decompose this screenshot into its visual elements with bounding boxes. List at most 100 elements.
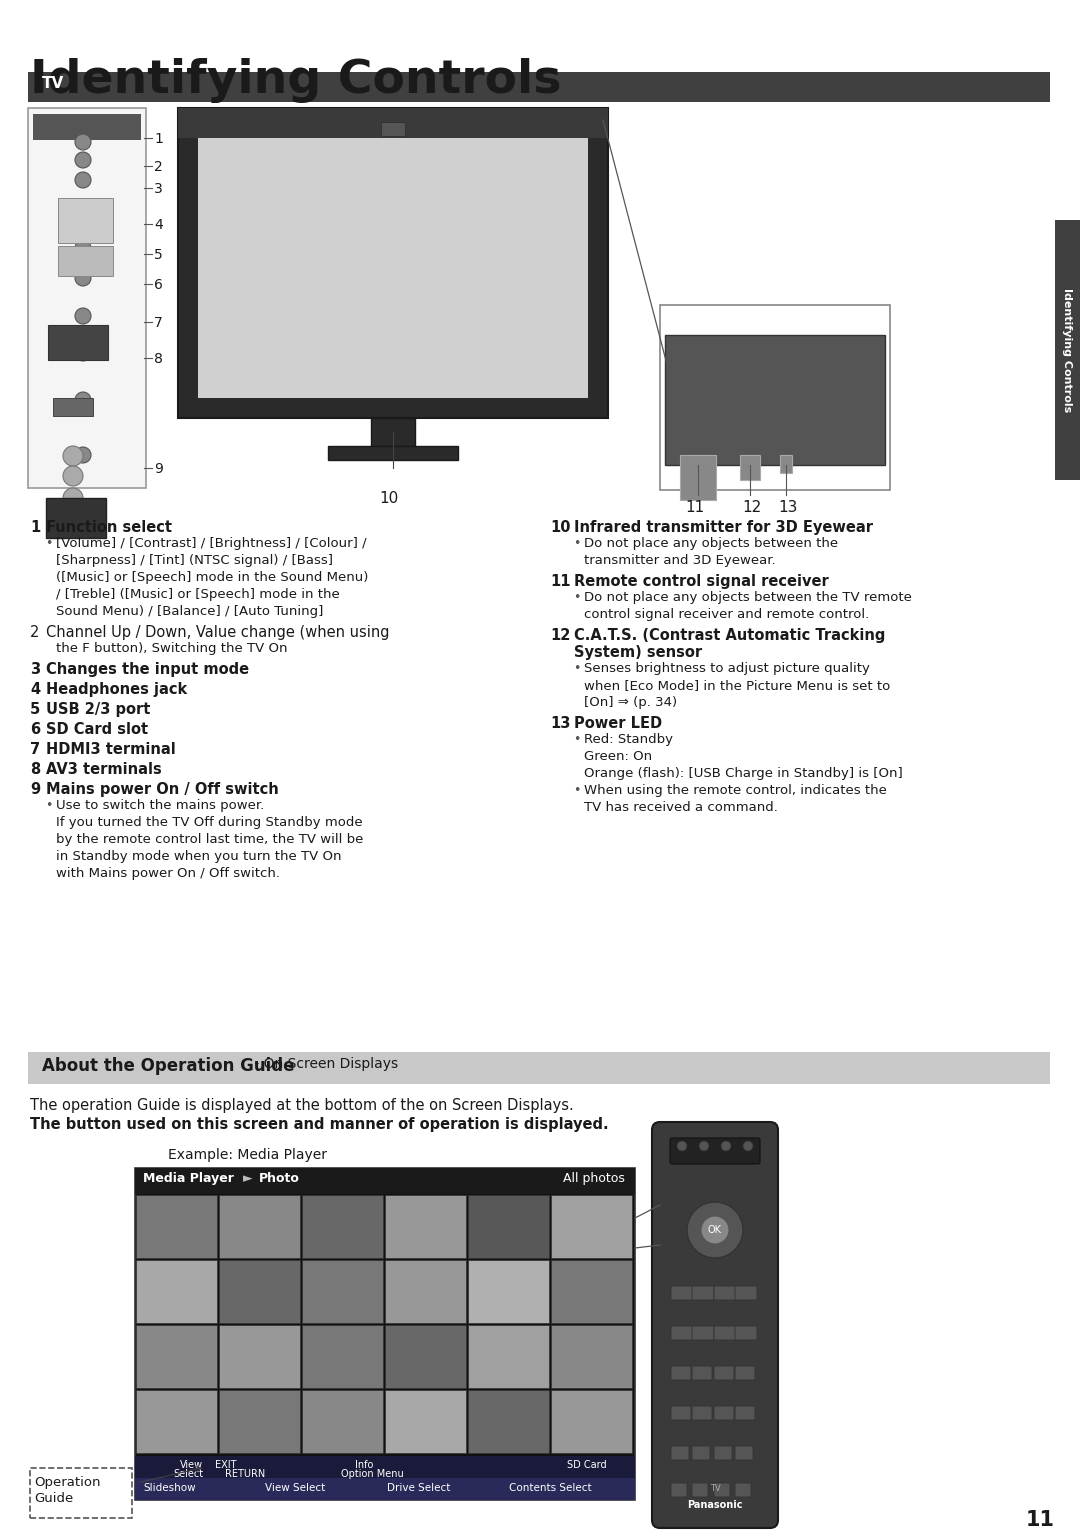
Circle shape (743, 1141, 753, 1151)
Text: Green: On: Green: On (584, 751, 652, 763)
Text: 13: 13 (779, 499, 798, 515)
Text: 11: 11 (1026, 1511, 1054, 1530)
Text: - On Screen Displays: - On Screen Displays (249, 1057, 399, 1071)
FancyBboxPatch shape (714, 1446, 732, 1460)
Text: •: • (573, 784, 580, 797)
FancyBboxPatch shape (714, 1327, 735, 1340)
FancyBboxPatch shape (671, 1483, 687, 1497)
Text: Changes the input mode: Changes the input mode (46, 662, 249, 677)
Bar (551, 1259, 632, 1324)
Text: 6: 6 (30, 722, 40, 737)
Circle shape (75, 241, 91, 256)
Text: Channel Up / Down, Value change (when using: Channel Up / Down, Value change (when us… (46, 625, 390, 640)
Text: All photos: All photos (563, 1172, 625, 1184)
Bar (468, 1195, 549, 1258)
Bar (219, 1259, 300, 1324)
FancyBboxPatch shape (670, 1138, 760, 1164)
Circle shape (75, 392, 91, 408)
Text: Photo: Photo (259, 1172, 300, 1184)
Bar (198, 138, 588, 398)
Text: 8: 8 (30, 761, 40, 777)
FancyBboxPatch shape (714, 1483, 730, 1497)
Bar (302, 1195, 383, 1258)
Bar (219, 1195, 300, 1258)
Circle shape (687, 1203, 743, 1258)
Text: USB 2/3 port: USB 2/3 port (46, 702, 150, 717)
Text: •: • (573, 732, 580, 746)
Bar (660, 305, 890, 490)
Bar (551, 1390, 632, 1452)
Bar (136, 1325, 217, 1388)
Text: Drive Select: Drive Select (387, 1483, 450, 1494)
Text: 7: 7 (154, 316, 163, 329)
Text: when [Eco Mode] in the Picture Menu is set to: when [Eco Mode] in the Picture Menu is s… (584, 679, 890, 692)
Bar (135, 1478, 635, 1500)
Bar (1055, 221, 1080, 480)
Bar (48, 325, 108, 360)
Text: Info: Info (355, 1460, 374, 1471)
Text: If you turned the TV Off during Standby mode: If you turned the TV Off during Standby … (56, 817, 363, 829)
Bar (135, 1167, 635, 1193)
Bar (780, 455, 792, 473)
Bar (33, 113, 141, 139)
Bar (384, 1390, 465, 1452)
Bar (136, 1390, 217, 1452)
Text: 7: 7 (30, 741, 40, 757)
Text: Panasonic: Panasonic (687, 1500, 743, 1511)
Bar (551, 1325, 632, 1388)
Bar (53, 398, 93, 417)
Text: Media Player: Media Player (143, 1172, 234, 1184)
Text: SD Card slot: SD Card slot (46, 722, 148, 737)
FancyBboxPatch shape (735, 1446, 753, 1460)
Bar (384, 1325, 465, 1388)
Text: 13: 13 (550, 715, 570, 731)
Text: 2: 2 (30, 625, 39, 640)
Bar (219, 1390, 300, 1452)
Circle shape (677, 1141, 687, 1151)
Text: SD Card: SD Card (567, 1460, 607, 1471)
Circle shape (75, 133, 91, 150)
Text: HDMI3 terminal: HDMI3 terminal (46, 741, 176, 757)
Text: Use to switch the mains power.: Use to switch the mains power. (56, 800, 265, 812)
Text: Power LED: Power LED (573, 715, 662, 731)
Text: Senses brightness to adjust picture quality: Senses brightness to adjust picture qual… (584, 662, 869, 676)
Text: Remote control signal receiver: Remote control signal receiver (573, 574, 828, 588)
Text: 4: 4 (154, 218, 163, 231)
Circle shape (75, 152, 91, 169)
FancyBboxPatch shape (692, 1327, 714, 1340)
Text: 8: 8 (154, 352, 163, 366)
Text: Slideshow: Slideshow (143, 1483, 195, 1494)
Bar (680, 455, 716, 499)
Circle shape (75, 447, 91, 463)
Bar (302, 1259, 383, 1324)
Text: System) sensor: System) sensor (573, 645, 702, 660)
Text: ([Music] or [Speech] mode in the Sound Menu): ([Music] or [Speech] mode in the Sound M… (56, 571, 368, 584)
FancyBboxPatch shape (714, 1285, 735, 1301)
Bar (58, 247, 113, 276)
Circle shape (699, 1141, 708, 1151)
Text: Operation: Operation (33, 1475, 100, 1489)
FancyBboxPatch shape (671, 1367, 691, 1380)
FancyBboxPatch shape (714, 1367, 734, 1380)
FancyBboxPatch shape (692, 1406, 712, 1420)
Bar (58, 198, 113, 244)
Text: Infrared transmitter for 3D Eyewear: Infrared transmitter for 3D Eyewear (573, 519, 873, 535)
Text: 5: 5 (154, 248, 163, 262)
FancyBboxPatch shape (714, 1406, 734, 1420)
Bar (551, 1195, 632, 1258)
Text: transmitter and 3D Eyewear.: transmitter and 3D Eyewear. (584, 555, 775, 567)
Text: 4: 4 (30, 682, 40, 697)
Text: [On] ⇒ (p. 34): [On] ⇒ (p. 34) (584, 696, 677, 709)
FancyBboxPatch shape (671, 1327, 693, 1340)
Bar (135, 1167, 635, 1500)
Circle shape (701, 1216, 729, 1244)
Bar (328, 446, 458, 460)
Text: Identifying Controls: Identifying Controls (30, 58, 562, 103)
Circle shape (63, 466, 83, 486)
Text: 10: 10 (550, 519, 570, 535)
Text: When using the remote control, indicates the: When using the remote control, indicates… (584, 784, 887, 797)
Text: Red: Standby: Red: Standby (584, 732, 673, 746)
Text: •: • (45, 800, 52, 812)
Text: control signal receiver and remote control.: control signal receiver and remote contr… (584, 608, 869, 620)
Text: •: • (573, 591, 580, 604)
